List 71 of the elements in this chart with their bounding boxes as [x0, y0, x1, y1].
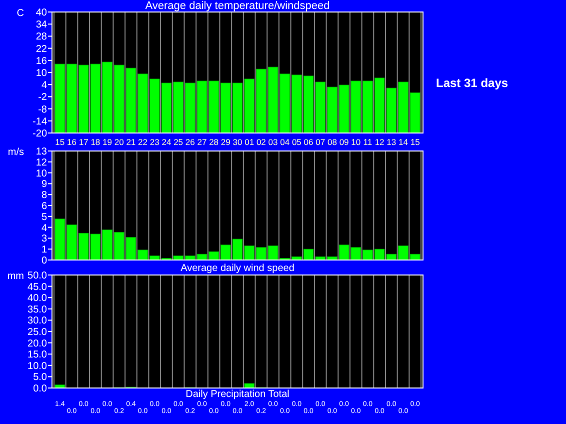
y-tick-label: -2	[38, 92, 48, 104]
x-tick-label: 17	[78, 137, 89, 147]
x-tick-label: 27	[197, 137, 207, 147]
x-tick-label: 13	[386, 137, 396, 147]
y-tick-label: 16	[36, 56, 48, 67]
y-tick-label: 50.0	[28, 270, 48, 282]
y-tick-label: 34	[36, 20, 48, 31]
y-tick-label: 28	[36, 32, 48, 43]
x-tick-label: 30	[232, 137, 242, 147]
text: Last 31 days	[436, 76, 508, 90]
x-tick-label: 09	[339, 137, 350, 147]
y-tick-label: -20	[32, 128, 48, 140]
x-tick-label: 03	[268, 137, 278, 147]
x-tick-label: 15	[55, 137, 65, 147]
x-tick-label: 21	[126, 137, 136, 147]
x-tick-label: 29	[220, 137, 231, 147]
y-tick-label: 8	[41, 190, 48, 202]
chart-title: Average daily temperature/windspeed	[145, 0, 330, 12]
y-tick-label: 4	[41, 222, 48, 234]
x-tick-label: 15	[410, 137, 420, 147]
y-tick-label: 35.0	[28, 304, 48, 316]
y-tick-label: -8	[38, 104, 48, 116]
x-tick-label: 06	[304, 137, 314, 147]
y-tick-label: 10.0	[28, 360, 48, 372]
y-tick-label: 0	[41, 256, 48, 266]
x-tick-label: 20	[114, 137, 124, 147]
x-tick-label: 11	[363, 137, 372, 147]
y-tick-label: 45.0	[28, 282, 48, 293]
x-tick-label: 05	[292, 137, 302, 147]
x-tick-label: 02	[256, 137, 266, 147]
x-tick-label: 12	[374, 137, 385, 147]
y-tick-label: 3	[41, 234, 48, 245]
y-tick-label: 40.0	[28, 293, 48, 304]
x-tick-label: 08	[327, 137, 338, 147]
y-tick-label: 40	[36, 8, 48, 18]
y-tick-label: 1	[41, 244, 48, 256]
x-tick-label: 14	[398, 137, 408, 147]
x-tick-label: 25	[174, 137, 184, 147]
y-tick-label: 30.0	[28, 316, 48, 327]
y-tick-label: 4	[41, 80, 48, 92]
y-tick-label: 5.0	[33, 372, 48, 384]
y-tick-label: 15.0	[28, 350, 48, 361]
y-tick-label: 5	[41, 212, 48, 223]
y-tick-label: 9	[41, 179, 48, 190]
x-tick-label: 26	[185, 137, 196, 147]
x-tick-label: 28	[209, 137, 219, 147]
x-tick-label: 16	[67, 137, 77, 147]
x-tick-label: 18	[90, 137, 100, 147]
x-tick-label: 10	[351, 137, 361, 147]
y-tick-label: 10	[36, 168, 48, 180]
y-tick-label: -14	[32, 116, 48, 128]
y-tick-label: 12	[36, 157, 48, 168]
x-axis-title: Average daily wind speed	[180, 263, 294, 274]
x-tick-label: 24	[162, 137, 172, 147]
y-tick-label: 6	[41, 201, 48, 212]
y-tick-label: 10	[36, 68, 48, 79]
y-tick-label: 0.0	[33, 384, 48, 394]
x-tick-label: 22	[138, 137, 148, 147]
y-axis-title: C	[16, 8, 24, 19]
x-tick-label: 07	[316, 137, 326, 147]
y-axis-title: mm	[7, 271, 24, 282]
y-tick-label: 13	[36, 146, 48, 158]
x-axis-title: Daily Precipitation Total	[186, 389, 290, 400]
x-tick-label: 01	[244, 137, 254, 147]
x-tick-label: 04	[280, 137, 290, 147]
y-tick-label: 20.0	[28, 338, 48, 350]
y-axis-title: m/s	[8, 147, 24, 158]
y-tick-label: 22	[36, 44, 48, 55]
x-tick-label: 19	[102, 137, 112, 147]
y-tick-label: 25.0	[28, 327, 48, 338]
x-tick-label: 23	[150, 137, 160, 147]
